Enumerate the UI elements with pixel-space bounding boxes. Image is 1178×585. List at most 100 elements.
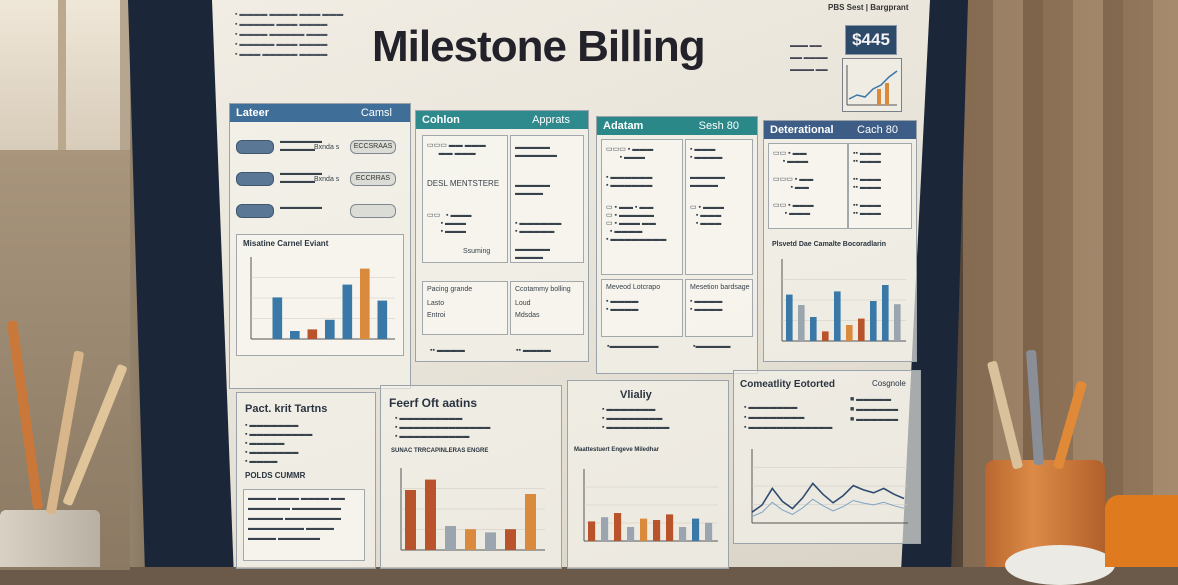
bar — [325, 319, 335, 339]
detail-box: Pacing grande Lasto Entroi — [422, 281, 508, 335]
detail-box: ▭▭▭ ▪ ▬▬▬ ▪ ▬▬▬ ▪ ▬▬▬▬▬▬ ▪ ▬▬▬▬▬▬ ▭ ▪ ▬▬ … — [601, 139, 683, 275]
chart-title: Plsvetd Dae Camalte Bocoradlarin — [772, 241, 886, 248]
section-subtitle: SUNAC TRRCAPINLERAS ENGRE — [391, 448, 489, 454]
panel-title: Deterational — [770, 124, 834, 136]
section-subtitle: POLDS CUMMR — [245, 471, 306, 480]
status-pill[interactable] — [236, 140, 274, 154]
row-text: ▭▭▭ ▪ ▬▬ ▪ ▬▬ — [773, 176, 814, 191]
detail-box: Ccotammy bolling Loud Mdsdas — [510, 281, 584, 335]
panel-header: Adatam Sesh 80 — [597, 117, 757, 135]
row-label: Ccotammy bolling — [515, 286, 571, 293]
row-label: Entroi — [427, 312, 446, 319]
ball-object — [1005, 545, 1115, 585]
bar — [272, 297, 283, 339]
chart-title: Misatine Carnel Eviant — [243, 239, 329, 248]
detail-box: ▬▬▬▬▬ ▬▬▬▬▬▬ ▬▬▬▬▬ ▬▬▬▬ ▪ ▬▬▬▬▬▬ ▪ ▬▬▬▬▬ ▬▬… — [510, 135, 584, 263]
row-label: Lasto — [427, 300, 445, 307]
bar — [505, 529, 516, 550]
panel-header: Cohlon Apprats — [416, 111, 588, 129]
status-pill[interactable] — [236, 172, 274, 186]
bar — [834, 291, 841, 341]
section-title: Feerf Oft aatins — [389, 396, 478, 410]
section-subtitle: Maattestuert Engeve Miledhar — [574, 447, 660, 453]
row-text: ▭▭ ▪ ▬▬ ▪ ▬▬▬ — [773, 150, 809, 165]
row-label: Bxnda s — [314, 176, 340, 183]
bar — [627, 527, 635, 541]
bar-chart-estimates — [781, 259, 906, 342]
section-title: Pact. krit Tartns — [245, 403, 328, 415]
bar — [705, 522, 713, 541]
bar — [445, 526, 456, 550]
panel-title: Lateer — [236, 107, 270, 119]
action-pill[interactable]: ECCSRAAS — [350, 140, 396, 154]
page-title: Milestone Billing — [372, 22, 706, 71]
row-label: Ssuming — [463, 248, 491, 255]
pencil-cup-left — [0, 510, 100, 567]
panel-adatam: Adatam Sesh 80 ▭▭▭ ▪ ▬▬▬ ▪ ▬▬▬ ▪ ▬▬▬▬▬▬ ▪… — [596, 116, 758, 374]
bar — [870, 301, 877, 341]
bar — [798, 305, 805, 341]
row-text: ▪ ▬▬▬▬▬▬▬ ▪ ▬▬▬▬▬▬▬▬ ▪ ▬▬▬▬▬▬▬▬▬ — [602, 406, 670, 431]
row-label: Meveod Lotcrapo — [606, 284, 661, 291]
panel-header-right: Sesh 80 — [698, 120, 739, 132]
row-text: ▬▬▬▬ ▬▬▬ ▬▬▬▬ ▬▬ ▬▬▬▬▬▬ ▬▬▬▬▬▬▬ ▬▬▬▬▬ ▬▬▬▬… — [248, 495, 345, 542]
price-badge: $445 — [845, 25, 897, 55]
panel-header: Lateer Camsl — [230, 104, 410, 122]
row-text: ▪▬▬▬▬▬▬▬ — [607, 343, 659, 350]
bar — [377, 300, 388, 339]
action-pill[interactable]: ECCRRAS — [350, 172, 396, 186]
bar — [601, 517, 609, 541]
bar — [679, 527, 687, 541]
row-text: ▬▬▬▬▬▬▬▬▬▬▬ — [280, 138, 322, 153]
row-text: ▬▬▬▬▬ ▬▬▬▬ — [515, 182, 550, 197]
section-title: Comeatlity Eotorted — [740, 379, 836, 390]
bar-chart-milestones — [250, 257, 395, 340]
bar — [588, 521, 596, 541]
detail-box: ▭▭ ▪ ▬▬ ▪ ▬▬▬ ▭▭▭ ▪ ▬▬ ▪ ▬▬ ▭▭ ▪ ▬▬▬ ▪ ▬… — [768, 143, 848, 229]
text-box: ▬▬▬▬ ▬▬▬ ▬▬▬▬ ▬▬ ▬▬▬▬▬▬ ▬▬▬▬▬▬▬ ▬▬▬▬▬ ▬▬▬▬… — [243, 489, 365, 561]
detail-box: Mesetion bardsage ▪ ▬▬▬▬ ▪ ▬▬▬▬ — [685, 279, 753, 337]
bar — [290, 331, 300, 339]
bar — [666, 514, 674, 541]
row-label: DESL MENTSTERE — [427, 179, 500, 188]
bar — [786, 294, 793, 341]
bar — [692, 518, 700, 541]
series-line — [751, 482, 905, 513]
bar — [882, 285, 889, 341]
panel-header: Deterational Cach 80 — [764, 121, 916, 139]
window — [0, 0, 130, 150]
series-line — [751, 498, 905, 517]
row-text: ▪ ▬▬▬▬▬▬▬ ▪ ▬▬▬▬▬▬▬▬ ▪ ▬▬▬▬▬▬▬▬▬▬▬▬ — [744, 404, 833, 431]
row-label: Mdsdas — [515, 312, 540, 319]
row-text: ▪▪ ▬▬▬ ▪▪ ▬▬▬ — [853, 176, 881, 191]
bar — [405, 490, 416, 550]
row-text: ▬▬▬▬▬ ▬▬▬▬ — [690, 174, 725, 189]
row-text: ▬▬▬▬▬▬▬▬▬▬▬ — [280, 170, 322, 185]
row-text: ▪ ▬▬▬▬ ▪ ▬▬▬▬ — [690, 298, 723, 313]
panel-header-right: Cach 80 — [857, 124, 898, 136]
row-text: ▬▬▬▬▬ ▬▬▬▬ — [515, 246, 550, 261]
row-label: Pacing grande — [427, 286, 473, 293]
bar — [846, 325, 853, 341]
action-pill[interactable] — [350, 204, 396, 218]
section-feerf: Feerf Oft aatins ▪ ▬▬▬▬▬▬▬▬▬ ▪ ▬▬▬▬▬▬▬▬▬▬… — [380, 385, 562, 569]
section-title: Vlialiy — [620, 389, 652, 401]
row-text: ▭▭▭ ▪ ▬▬▬ ▪ ▬▬▬ — [606, 146, 654, 161]
row-text: ▪ ▬▬▬▬▬▬▬▬▬ ▪ ▬▬▬▬▬▬▬▬▬▬▬▬▬ ▪ ▬▬▬▬▬▬▬▬▬▬ — [395, 415, 491, 440]
row-text: ▪ ▬▬▬▬ ▪ ▬▬▬▬ — [606, 298, 639, 313]
bar — [307, 329, 318, 339]
bar-chart-feerf — [400, 468, 545, 551]
tape-measure — [1105, 495, 1178, 567]
bar — [360, 268, 370, 339]
row-text: ▪ ▬▬▬▬▬▬ ▪ ▬▬▬▬▬ — [515, 220, 562, 235]
row-text: ▪▪ ▬▬▬ ▪▪ ▬▬▬ — [853, 202, 881, 217]
mini-chart — [842, 58, 902, 112]
section-comeatlity: Comeatlity Eotorted Cosgnole ▪ ▬▬▬▬▬▬▬ ▪ … — [733, 370, 921, 544]
section-vlialiy: Vlialiy ▪ ▬▬▬▬▬▬▬ ▪ ▬▬▬▬▬▬▬▬ ▪ ▬▬▬▬▬▬▬▬▬ M… — [567, 380, 729, 569]
row-text: ■ ▬▬▬▬▬ ■ ▬▬▬▬▬▬ ■ ▬▬▬▬▬▬ — [850, 396, 899, 423]
row-text: ▪▪ ▬▬▬ ▪▪ ▬▬▬ — [853, 150, 881, 165]
row-text: ▪ ▬▬▬▬▬▬ ▪ ▬▬▬▬▬▬ — [606, 174, 653, 189]
panel-title: Cohlon — [422, 114, 460, 126]
status-pill[interactable] — [236, 204, 274, 218]
panel-lateer: Lateer Camsl ▬▬▬▬▬▬ ▬▬▬▬▬ Bxnda s ECCSRAA… — [229, 103, 411, 389]
